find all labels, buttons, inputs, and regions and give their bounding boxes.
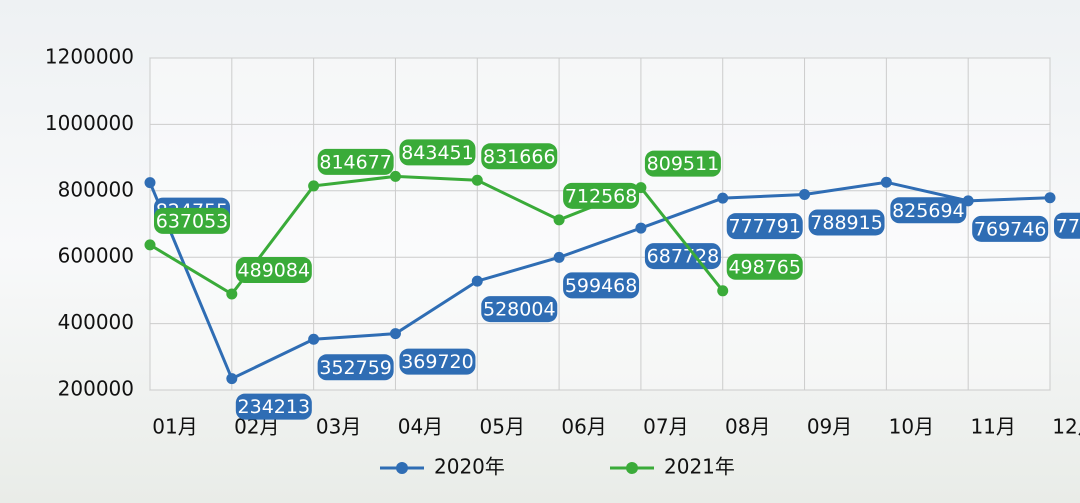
point [799,188,811,200]
point [635,182,647,194]
data-label: 779039 [1056,215,1080,237]
x-tick-label: 07月 [643,415,688,439]
point [471,275,483,287]
x-tick-label: 01月 [152,415,197,439]
point [717,285,729,297]
point [962,195,974,207]
y-tick-label: 800000 [58,177,134,201]
data-label: 809511 [647,153,720,175]
data-label: 712568 [565,185,638,207]
y-tick-label: 400000 [58,310,134,334]
x-tick-label: 12月 [1052,415,1080,439]
series-line [148,180,1051,381]
data-label: 528004 [483,299,556,321]
label-box [644,150,721,177]
label-box [1054,212,1080,239]
x-tick-label: 10月 [889,415,934,439]
label-box [399,348,476,375]
label-box [317,148,394,175]
data-label: 769746 [974,218,1047,240]
point [389,170,401,182]
point [1044,192,1056,204]
point [389,328,401,340]
data-label: 825694 [892,200,965,222]
legend-marker [626,462,638,474]
label-box [481,296,558,323]
data-label: 843451 [401,142,474,164]
x-tick-label: 08月 [725,415,770,439]
data-label: 637053 [156,210,229,232]
point [226,373,238,385]
data-label: 687728 [647,246,720,268]
point [717,192,729,204]
point [471,174,483,186]
data-label: 831666 [483,146,556,168]
legend-label: 2020年 [434,455,505,479]
point [553,214,565,226]
label-box [808,209,885,236]
x-tick-label: 03月 [316,415,361,439]
label-box [235,257,312,284]
data-label: 498765 [728,256,801,278]
label-box [235,393,312,420]
data-label: 234213 [238,396,311,418]
label-box [154,207,230,234]
y-tick-label: 200000 [58,377,134,401]
label-box [399,139,476,166]
data-label: 599468 [565,275,638,297]
plot-area [149,57,1051,391]
point [880,176,892,188]
x-tick-label: 05月 [480,415,525,439]
data-label: 777791 [728,216,801,238]
y-tick-label: 600000 [58,244,134,268]
x-tick-label: 11月 [970,415,1015,439]
label-box [972,215,1049,242]
legend-label: 2021年 [664,455,735,479]
data-label: 814677 [319,151,392,173]
point [308,180,320,192]
label-box [890,197,967,224]
label-box [481,143,558,170]
y-tick-label: 1200000 [45,45,134,69]
label-box [563,272,640,299]
data-label: 352759 [319,357,392,379]
data-label: 369720 [401,351,474,373]
y-tick-label: 1000000 [45,111,134,135]
point [553,251,565,263]
point [144,177,156,189]
x-tick-label: 09月 [807,415,852,439]
data-label: 788915 [810,212,883,234]
x-tick-label: 04月 [398,415,443,439]
label-box [317,354,394,381]
label-box [563,182,640,209]
point [226,288,238,300]
label-box [726,253,803,280]
label-box [726,213,803,240]
legend-marker [396,462,408,474]
x-tick-label: 06月 [561,415,606,439]
point [144,239,156,251]
data-label: 489084 [238,260,311,282]
point [635,222,647,234]
point [308,333,320,345]
